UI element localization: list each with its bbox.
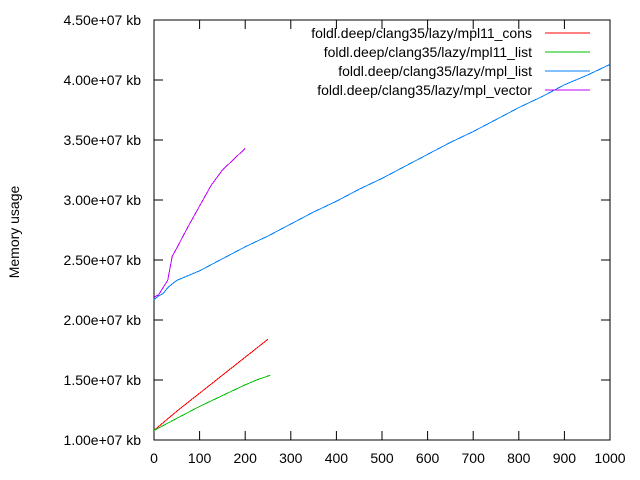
y-axis-label: Memory usage	[6, 185, 22, 278]
series-line-4	[153, 148, 246, 298]
x-tick-label: 300	[279, 450, 303, 466]
x-tick-label: 500	[370, 450, 394, 466]
legend-label: foldl.deep/clang35/lazy/mpl_list	[338, 63, 532, 79]
series-lines	[153, 63, 611, 431]
series-line-2	[153, 374, 271, 431]
y-tick-label: 1.50e+07 kb	[64, 372, 142, 388]
x-tick-label: 900	[553, 450, 577, 466]
y-tick-label: 4.00e+07 kb	[64, 72, 142, 88]
y-tick-label: 3.50e+07 kb	[64, 132, 142, 148]
x-tick-label: 0	[150, 450, 158, 466]
x-tick-label: 200	[234, 450, 258, 466]
y-tick-label: 2.00e+07 kb	[64, 312, 142, 328]
x-tick-label: 100	[188, 450, 212, 466]
y-axis: 1.00e+07 kb 1.50e+07 kb 2.00e+07 kb 2.50e+0…	[64, 12, 610, 448]
x-tick-label: 400	[325, 450, 349, 466]
y-tick-label: 4.50e+07 kb	[64, 12, 142, 28]
series-line-1	[153, 338, 269, 431]
y-tick-label: 3.00e+07 kb	[64, 192, 142, 208]
legend-label: foldl.deep/clang35/lazy/mpl11_cons	[311, 25, 532, 41]
x-tick-label: 1000	[594, 450, 625, 466]
legend-label: foldl.deep/clang35/lazy/mpl_vector	[317, 82, 532, 98]
x-tick-label: 600	[416, 450, 440, 466]
y-tick-label: 1.00e+07 kb	[64, 432, 142, 448]
legend-label: foldl.deep/clang35/lazy/mpl11_list	[324, 44, 532, 60]
x-axis: 0 100 200 300 400 500 600 700 800 900 1000	[150, 20, 626, 466]
x-tick-label: 700	[462, 450, 486, 466]
legend: foldl.deep/clang35/lazy/mpl11_cons foldl.…	[311, 25, 590, 98]
y-tick-label: 2.50e+07 kb	[64, 252, 142, 268]
x-tick-label: 800	[507, 450, 531, 466]
series-line-3	[153, 63, 611, 300]
